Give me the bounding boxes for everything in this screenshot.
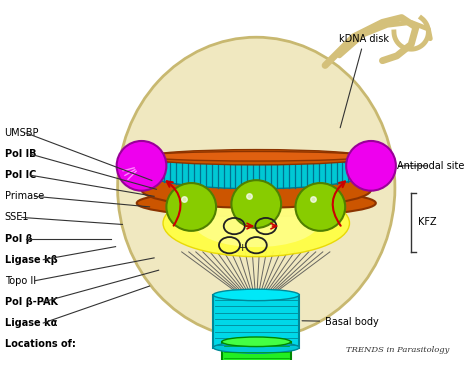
FancyBboxPatch shape xyxy=(213,295,299,347)
Text: kDNA disk: kDNA disk xyxy=(339,33,390,128)
Text: Antipodal site: Antipodal site xyxy=(397,161,464,171)
Text: TRENDS in Parasitology: TRENDS in Parasitology xyxy=(346,346,449,354)
Ellipse shape xyxy=(145,152,368,161)
Text: UMSBP: UMSBP xyxy=(5,128,39,138)
Ellipse shape xyxy=(137,190,376,216)
Text: Ligase kα: Ligase kα xyxy=(5,318,57,328)
Ellipse shape xyxy=(166,183,216,231)
Ellipse shape xyxy=(213,289,299,301)
Text: Pol IC: Pol IC xyxy=(5,170,36,180)
Text: SSE1: SSE1 xyxy=(5,212,29,222)
Ellipse shape xyxy=(231,180,281,228)
Ellipse shape xyxy=(163,190,349,256)
Ellipse shape xyxy=(118,37,395,339)
Ellipse shape xyxy=(145,149,368,165)
Text: Pol β-PAK: Pol β-PAK xyxy=(5,297,57,307)
Text: KFZ: KFZ xyxy=(418,217,437,227)
Ellipse shape xyxy=(142,171,371,208)
Ellipse shape xyxy=(222,337,291,347)
Ellipse shape xyxy=(213,342,299,353)
Text: Topo II: Topo II xyxy=(5,276,36,286)
Ellipse shape xyxy=(145,156,368,189)
Text: Ligase kβ: Ligase kβ xyxy=(5,255,57,265)
Text: Locations of:: Locations of: xyxy=(5,339,75,349)
Ellipse shape xyxy=(295,183,345,231)
Text: Primase: Primase xyxy=(5,191,44,201)
Ellipse shape xyxy=(346,141,396,191)
FancyBboxPatch shape xyxy=(222,342,291,368)
Text: Pol IB: Pol IB xyxy=(5,149,36,159)
Text: Basal body: Basal body xyxy=(302,317,379,327)
Text: +: + xyxy=(238,243,247,253)
Ellipse shape xyxy=(117,141,166,191)
Text: Pol β: Pol β xyxy=(5,234,32,244)
Ellipse shape xyxy=(194,199,319,247)
